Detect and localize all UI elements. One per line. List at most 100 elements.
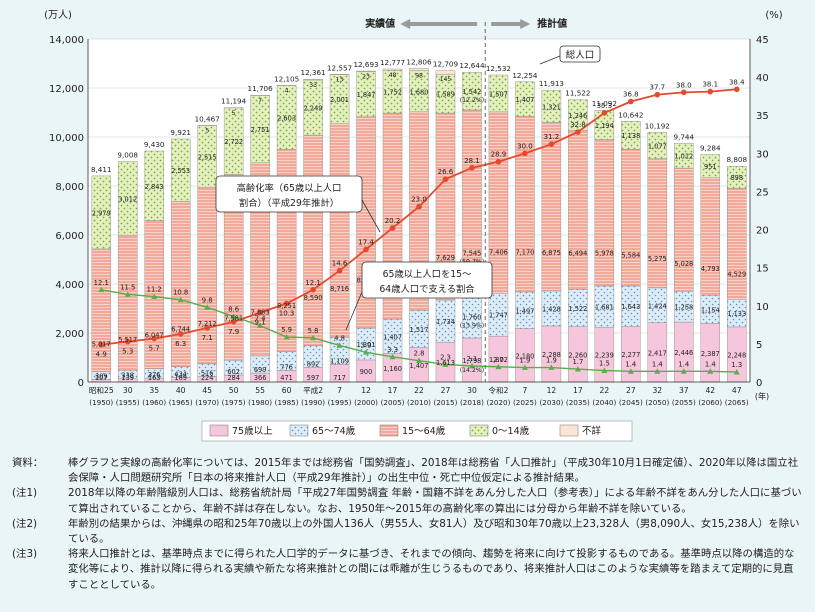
x-tick-era: 22 xyxy=(414,386,424,395)
label-75plus: 107 xyxy=(95,374,108,382)
label-15-64: 7,883 xyxy=(251,308,270,316)
label-65-74: 602 xyxy=(227,368,240,376)
total-label: 12,254 xyxy=(512,71,538,80)
label-0-14: 1,077 xyxy=(648,142,667,150)
support-ratio-label: 1.4 xyxy=(652,360,663,368)
note-text: 棒グラフと実線の高齢化率については、2015年までは総務省「国勢調査」、2018… xyxy=(68,457,799,485)
label-unknown: 33 xyxy=(309,82,317,89)
support-ratio-label: 2.1 xyxy=(467,355,478,363)
label-75plus: 366 xyxy=(254,374,267,382)
label-65-74: 1,760 xyxy=(463,313,482,321)
aging-rate-point xyxy=(98,341,105,348)
aging-rate-point xyxy=(442,176,449,183)
bar-segment xyxy=(303,78,323,81)
support-ratio-label: 3.3 xyxy=(387,346,398,354)
label-15-64: 7,212 xyxy=(198,320,217,328)
note-label: 資料： xyxy=(12,457,44,469)
support-ratio-label: 4.8 xyxy=(334,334,345,342)
aging-rate-point xyxy=(681,89,687,96)
label-15-64: 5,028 xyxy=(674,260,693,268)
y-right-tick-label: 20 xyxy=(756,226,769,237)
x-tick-year: (1960) xyxy=(142,398,166,407)
support-ratio-point xyxy=(654,368,661,374)
total-label: 8,808 xyxy=(726,155,747,164)
total-label: 12,644 xyxy=(459,61,485,70)
x-tick-year: (1970) xyxy=(195,398,219,407)
total-callout-text: 総人口 xyxy=(566,49,595,61)
bar-segment xyxy=(170,138,191,202)
aging-rate-label: 5.7 xyxy=(149,345,160,353)
x-tick-era: 45 xyxy=(202,386,212,395)
aging-rate-point xyxy=(177,331,184,337)
legend-swatch xyxy=(209,424,229,437)
x-tick-era: 47 xyxy=(732,386,742,395)
support-ratio-point xyxy=(204,304,211,310)
label-15-64: 6,047 xyxy=(145,332,164,340)
x-tick-era: 令和2 xyxy=(488,385,508,395)
bar-segment xyxy=(727,166,747,189)
label-65-74: 309 xyxy=(95,372,108,380)
bar-segment xyxy=(674,143,694,169)
x-tick-era: 12 xyxy=(547,386,557,395)
label-unknown: 5 xyxy=(232,110,236,117)
legend-swatch xyxy=(559,424,579,437)
aging-rate-label: 17.4 xyxy=(358,238,374,246)
label-0-14: 3,012 xyxy=(118,195,137,203)
note-label: (注2) xyxy=(12,517,38,530)
support-callout-text: 65歳以上人口を15～ xyxy=(383,268,472,280)
label-15-64: 8,251 xyxy=(277,302,296,310)
x-tick-year: (1985) xyxy=(275,398,299,407)
x-tick-year: (1980) xyxy=(248,398,272,407)
label-15-64: 5,584 xyxy=(621,251,640,259)
y-right-tick-label: 25 xyxy=(756,187,769,198)
label-65-74: 434 xyxy=(174,370,187,378)
note-text: 将来人口推計とは、基準時点までに得られた人口学的データに基づき、それまでの傾向、… xyxy=(68,548,795,591)
x-tick-year: (1965) xyxy=(169,398,193,407)
total-label: 12,361 xyxy=(301,68,326,77)
support-ratio-label: 1.7 xyxy=(572,358,583,366)
label-0-14: 1,194 xyxy=(595,122,614,130)
support-ratio-label: 1.4 xyxy=(625,360,636,368)
label-75plus: 2,446 xyxy=(674,349,693,357)
label-15-64: 5,978 xyxy=(595,249,614,257)
label-65-74: 1,643 xyxy=(621,303,640,311)
aging-rate-point xyxy=(310,286,316,293)
label-75plus: 1,872 xyxy=(489,356,508,364)
total-label: 12,105 xyxy=(274,74,299,83)
support-ratio-point xyxy=(177,296,184,303)
bar-segment xyxy=(700,154,721,179)
aging-rate-label: 38.0 xyxy=(676,81,692,89)
aging-callout-text: 高齢化率（65歳以上人口 xyxy=(237,182,342,194)
x-tick-year: (1990) xyxy=(301,398,325,407)
bar-segment xyxy=(674,167,694,292)
support-ratio-point xyxy=(124,291,131,297)
legend-swatch xyxy=(379,424,399,437)
legend-label: 15～64歳 xyxy=(402,425,446,437)
x-tick-era: 30 xyxy=(467,386,477,395)
total-callout-box xyxy=(559,45,601,63)
total-label: 9,921 xyxy=(170,128,191,137)
label-0-14: 1,012 xyxy=(674,153,693,161)
section-actual-arrow xyxy=(400,19,478,29)
label-65-74: 1,517 xyxy=(410,326,429,334)
x-tick-era: 40 xyxy=(176,386,186,395)
label-65-74: 1,424 xyxy=(648,302,667,310)
total-callout-leader xyxy=(539,55,561,65)
support-ratio-point xyxy=(468,362,475,369)
support-ratio-point xyxy=(521,364,528,370)
label-15-64: 5,017 xyxy=(92,341,111,349)
label-65-74: 1,522 xyxy=(568,305,587,313)
x-tick-era: 32 xyxy=(652,386,662,395)
aging-rate-label: 9.1 xyxy=(255,319,266,327)
aging-rate-label: 10.3 xyxy=(279,309,295,317)
label-unknown: 48 xyxy=(389,72,397,79)
y-left-tick-label: 12,000 xyxy=(49,84,84,95)
support-ratio-label: 1.3 xyxy=(731,361,742,369)
aging-rate-label: 31.2 xyxy=(544,133,560,141)
aging-rate-point xyxy=(601,110,608,116)
bar-segment xyxy=(621,121,641,150)
support-ratio-point xyxy=(151,293,158,300)
aging-rate-point xyxy=(230,318,237,325)
support-ratio-point xyxy=(574,366,581,372)
x-axis-unit: (年) xyxy=(755,391,769,401)
